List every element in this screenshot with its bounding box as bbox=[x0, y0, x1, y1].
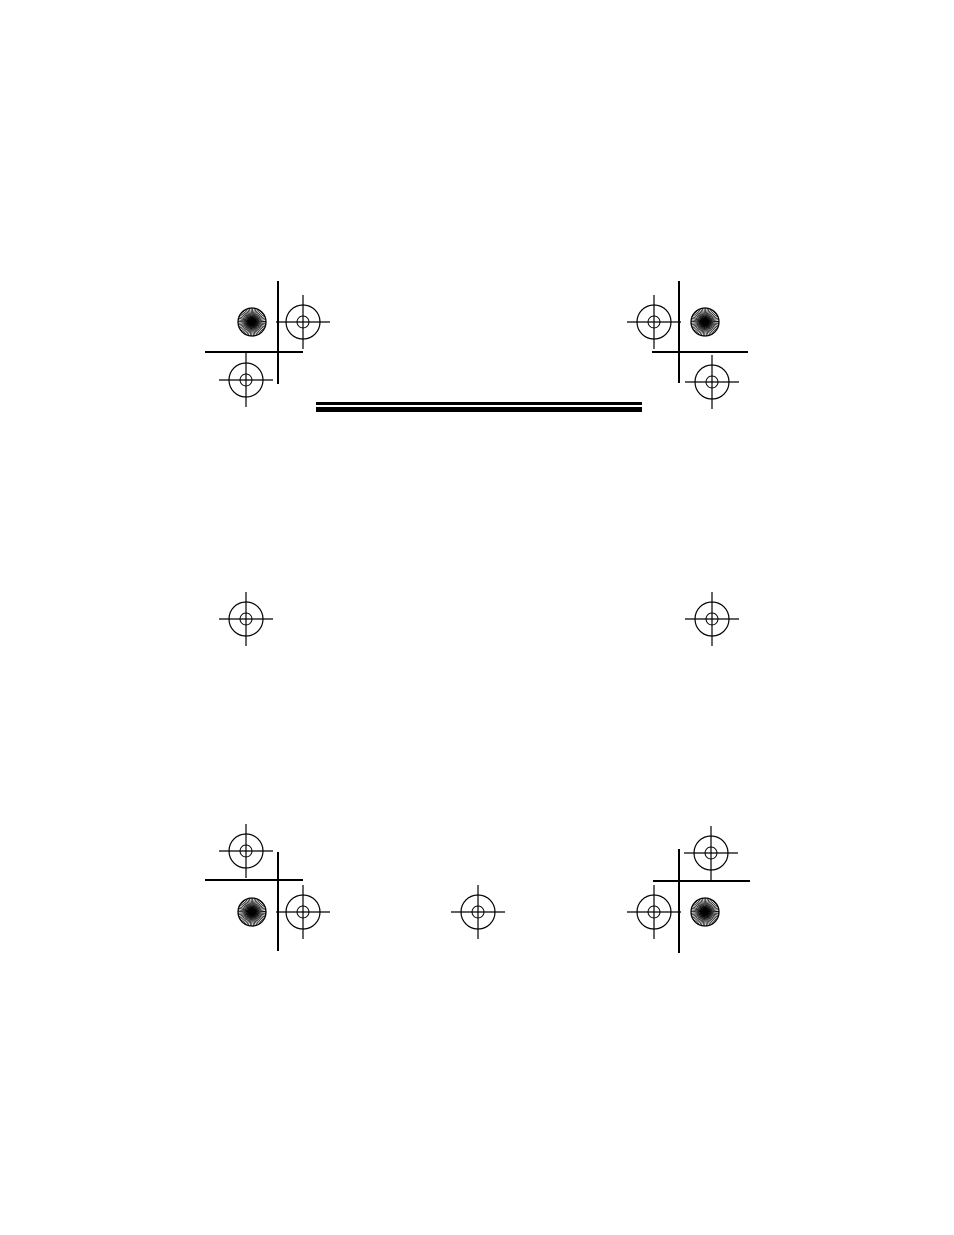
crop-guide-line bbox=[652, 880, 751, 882]
crop-guide-line bbox=[651, 351, 749, 353]
content-divider-rule bbox=[316, 402, 642, 405]
registration-mark-icon bbox=[235, 895, 269, 929]
crop-guide-line bbox=[678, 280, 680, 384]
crosshair-icon bbox=[219, 353, 273, 407]
crosshair-icon bbox=[276, 885, 330, 939]
crosshair-icon bbox=[627, 295, 681, 349]
crosshair-icon bbox=[276, 295, 330, 349]
crosshair-icon bbox=[684, 826, 738, 880]
crop-guide-line bbox=[204, 879, 304, 881]
crosshair-icon bbox=[219, 592, 273, 646]
crop-guide-line bbox=[277, 280, 279, 385]
crosshair-icon bbox=[627, 885, 681, 939]
registration-mark-icon bbox=[688, 895, 722, 929]
crosshair-icon bbox=[685, 355, 739, 409]
crosshair-icon bbox=[219, 824, 273, 878]
crop-guide-line bbox=[277, 851, 279, 952]
crop-guide-line bbox=[678, 848, 680, 954]
crop-guide-line bbox=[204, 351, 304, 353]
registration-mark-icon bbox=[235, 305, 269, 339]
crosshair-icon bbox=[685, 592, 739, 646]
content-divider-rule bbox=[316, 407, 642, 412]
registration-mark-icon bbox=[688, 305, 722, 339]
crosshair-icon bbox=[451, 885, 505, 939]
